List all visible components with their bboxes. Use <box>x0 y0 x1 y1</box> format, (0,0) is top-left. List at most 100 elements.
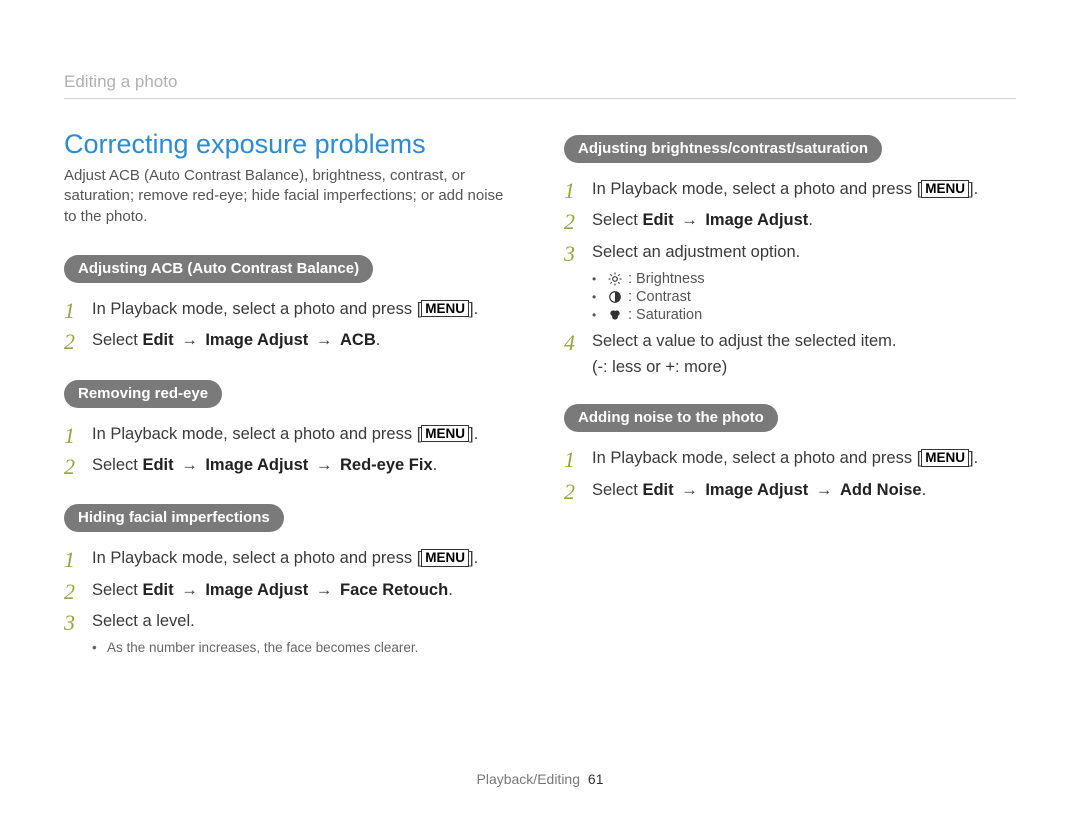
text: Select <box>592 211 638 229</box>
bold-text: Edit <box>142 456 173 474</box>
bold-text: Image Adjust <box>205 456 308 474</box>
bold-text: Face Retouch <box>340 581 448 599</box>
left-column: Correcting exposure problems Adjust ACB … <box>64 129 516 673</box>
step: 3 Select a level. <box>64 609 516 636</box>
step-number: 1 <box>64 546 92 573</box>
step: 2 Select Edit → Image Adjust → ACB. <box>64 328 516 355</box>
menu-button-icon: MENU <box>421 549 469 567</box>
step-number: 2 <box>564 478 592 505</box>
menu-button-icon: MENU <box>921 180 969 198</box>
list-item: • : Brightness <box>592 271 1016 287</box>
text: Select <box>92 581 138 599</box>
step-text: In Playback mode, select a photo and pre… <box>92 546 516 572</box>
bold-text: Edit <box>642 211 673 229</box>
steps-bcs: 1 In Playback mode, select a photo and p… <box>564 177 1016 380</box>
bold-text: Edit <box>142 331 173 349</box>
step-note: • As the number increases, the face beco… <box>92 640 516 655</box>
step-text: In Playback mode, select a photo and pre… <box>592 177 1016 203</box>
text: ]. <box>969 180 978 198</box>
arrow-icon: → <box>681 478 698 504</box>
bold-text: Edit <box>142 581 173 599</box>
steps-acb: 1 In Playback mode, select a photo and p… <box>64 297 516 356</box>
pill-noise: Adding noise to the photo <box>564 404 778 432</box>
pill-acb: Adjusting ACB (Auto Contrast Balance) <box>64 255 373 283</box>
step-text: In Playback mode, select a photo and pre… <box>92 297 516 323</box>
arrow-icon: → <box>181 578 198 604</box>
period: . <box>808 211 813 229</box>
saturation-icon <box>606 308 624 322</box>
brightness-icon <box>606 272 624 286</box>
step: 1 In Playback mode, select a photo and p… <box>64 297 516 324</box>
steps-face: 1 In Playback mode, select a photo and p… <box>64 546 516 655</box>
text: Select <box>92 331 138 349</box>
step: 4 Select a value to adjust the selected … <box>564 329 1016 380</box>
step-text: Select Edit → Image Adjust → Face Retouc… <box>92 578 516 604</box>
bold-text: Edit <box>642 481 673 499</box>
step-number: 1 <box>564 177 592 204</box>
step: 2 Select Edit → Image Adjust. <box>564 208 1016 235</box>
text: Select <box>592 481 638 499</box>
pill-face: Hiding facial imperfections <box>64 504 284 532</box>
arrow-icon: → <box>316 328 333 354</box>
step-text: In Playback mode, select a photo and pre… <box>92 422 516 448</box>
text: (-: less or +: more) <box>592 358 727 376</box>
step: 3 Select an adjustment option. <box>564 240 1016 267</box>
text: In Playback mode, select a photo and pre… <box>592 180 921 198</box>
step: 1 In Playback mode, select a photo and p… <box>64 422 516 449</box>
step-text: Select a level. <box>92 609 516 635</box>
text: In Playback mode, select a photo and pre… <box>92 425 421 443</box>
arrow-icon: → <box>316 578 333 604</box>
text: ]. <box>469 549 478 567</box>
pill-redeye: Removing red-eye <box>64 380 222 408</box>
bullet-icon: • <box>592 272 606 286</box>
text: In Playback mode, select a photo and pre… <box>92 300 421 318</box>
period: . <box>433 456 438 474</box>
footer-section: Playback/Editing <box>477 771 581 787</box>
step-number: 2 <box>64 453 92 480</box>
step-number: 2 <box>64 328 92 355</box>
text: In Playback mode, select a photo and pre… <box>92 549 421 567</box>
bold-text: Image Adjust <box>705 481 808 499</box>
step-text: Select Edit → Image Adjust. <box>592 208 1016 234</box>
step-number: 2 <box>564 208 592 235</box>
text: Select <box>92 456 138 474</box>
step: 2 Select Edit → Image Adjust → Red-eye F… <box>64 453 516 480</box>
note-text: As the number increases, the face become… <box>107 640 418 655</box>
step: 1 In Playback mode, select a photo and p… <box>564 177 1016 204</box>
arrow-icon: → <box>681 208 698 234</box>
breadcrumb: Editing a photo <box>64 72 1016 99</box>
step-number: 3 <box>564 240 592 267</box>
right-column: Adjusting brightness/contrast/saturation… <box>564 129 1016 673</box>
step-text: Select an adjustment option. <box>592 240 1016 266</box>
step: 2 Select Edit → Image Adjust → Face Reto… <box>64 578 516 605</box>
text: ]. <box>469 300 478 318</box>
bold-text: ACB <box>340 331 376 349</box>
text: Select a value to adjust the selected it… <box>592 332 897 350</box>
period: . <box>922 481 927 499</box>
bold-text: Image Adjust <box>205 581 308 599</box>
step-number: 1 <box>564 446 592 473</box>
step-number: 1 <box>64 297 92 324</box>
arrow-icon: → <box>816 478 833 504</box>
menu-button-icon: MENU <box>421 425 469 443</box>
bullet-icon: • <box>592 308 606 322</box>
list-item: • : Saturation <box>592 307 1016 323</box>
step: 1 In Playback mode, select a photo and p… <box>64 546 516 573</box>
section-title: Correcting exposure problems <box>64 129 516 160</box>
step-number: 1 <box>64 422 92 449</box>
period: . <box>448 581 453 599</box>
steps-redeye: 1 In Playback mode, select a photo and p… <box>64 422 516 481</box>
bold-text: Add Noise <box>840 481 922 499</box>
menu-button-icon: MENU <box>421 300 469 318</box>
list-item: • : Contrast <box>592 289 1016 305</box>
step-text: In Playback mode, select a photo and pre… <box>592 446 1016 472</box>
adjust-option-list: • : Brightness • : Contrast <box>592 271 1016 323</box>
step-number: 3 <box>64 609 92 636</box>
manual-page: Editing a photo Correcting exposure prob… <box>0 0 1080 815</box>
arrow-icon: → <box>181 328 198 354</box>
step-text: Select Edit → Image Adjust → Add Noise. <box>592 478 1016 504</box>
steps-noise: 1 In Playback mode, select a photo and p… <box>564 446 1016 505</box>
step-number: 4 <box>564 329 592 356</box>
arrow-icon: → <box>316 453 333 479</box>
page-number: 61 <box>588 771 604 787</box>
